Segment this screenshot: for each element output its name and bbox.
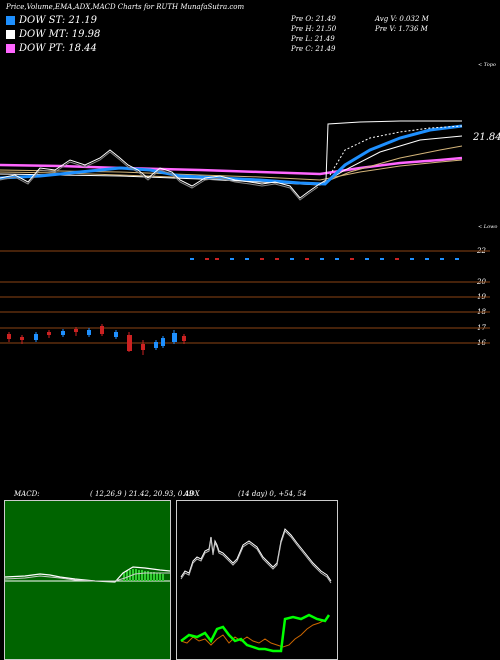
price-chart-svg: [0, 120, 490, 355]
recent-price-markers: [190, 258, 459, 260]
candle: [114, 332, 118, 337]
candle: [141, 344, 145, 350]
candle: [100, 326, 104, 334]
ema-faint-dotted: [329, 125, 463, 176]
minus-di-line: [180, 618, 328, 648]
legend-label-pt: DOW PT: 18.44: [19, 43, 97, 54]
legend-swatch-st: [6, 16, 15, 25]
candle: [74, 329, 78, 332]
candlesticks: [7, 324, 186, 355]
macd-panel: [4, 500, 171, 660]
last-price-label: 21.84: [473, 132, 500, 143]
legend-dow-pt: DOW PT: 18.44: [6, 43, 97, 54]
candle: [20, 337, 24, 340]
macd-histogram: [123, 569, 164, 581]
stat-pre-high: Pre H: 21.50: [291, 25, 337, 33]
macd-svg: [5, 566, 170, 583]
adx-label: ADX: [184, 490, 200, 498]
stat-pre-low: Pre L: 21.49: [291, 35, 335, 43]
candle: [172, 333, 177, 342]
ema-slow-line: [0, 156, 463, 176]
candle: [182, 336, 186, 341]
lowo-label: < Lowo: [478, 224, 498, 230]
adx-svg: [180, 528, 332, 653]
macd-signal-line: [5, 572, 170, 582]
adx-panel: [176, 500, 338, 660]
adx-line-shadow: [180, 530, 332, 584]
legend-swatch-mt: [6, 30, 15, 39]
candle: [47, 332, 51, 335]
adx-line: [180, 528, 332, 582]
price-line-shadow: [0, 151, 319, 201]
candle: [154, 342, 158, 348]
stat-avg-volume: Avg V: 0.032 M: [375, 15, 429, 23]
plus-di-line: [180, 613, 331, 653]
chart-title: Price,Volume,EMA,ADX,MACD Charts for RUT…: [6, 3, 245, 11]
candle: [34, 334, 38, 340]
adx-params: (14 day) 0, +54, 54: [238, 490, 307, 498]
legend-label-mt: DOW MT: 19.98: [19, 29, 101, 40]
macd-params: ( 12,26,9 ) 21.42, 20.93, 0.49: [90, 490, 194, 498]
candle: [87, 330, 91, 335]
macd-label: MACD:: [14, 490, 40, 498]
candle: [61, 331, 65, 335]
topo-label: < Topo: [478, 62, 496, 68]
ema-fast-line: [0, 124, 463, 186]
candle: [127, 335, 132, 351]
stat-pre-open: Pre O: 21.49: [291, 15, 336, 23]
stat-pre-volume: Pre V: 1.736 M: [375, 25, 428, 33]
stat-pre-close: Pre C: 21.49: [291, 45, 336, 53]
candle: [161, 338, 165, 346]
legend-dow-mt: DOW MT: 19.98: [6, 29, 100, 40]
candle: [7, 334, 11, 339]
legend-swatch-pt: [6, 44, 15, 53]
legend-dow-st: DOW ST: 21.19: [6, 15, 97, 26]
price-line: [0, 120, 462, 199]
legend-label-st: DOW ST: 21.19: [19, 15, 98, 26]
